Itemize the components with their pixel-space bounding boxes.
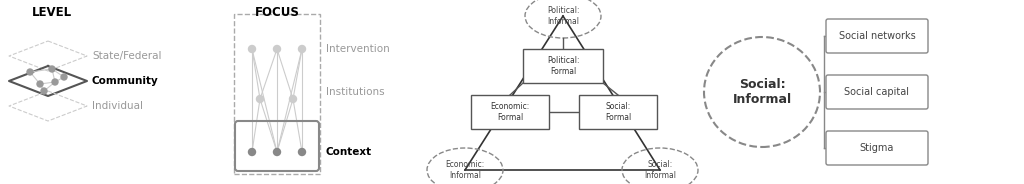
- Circle shape: [37, 81, 43, 87]
- Text: Intervention: Intervention: [326, 44, 390, 54]
- Circle shape: [273, 148, 281, 155]
- Text: Political:
Formal: Political: Formal: [547, 56, 580, 76]
- Circle shape: [49, 66, 55, 72]
- Circle shape: [61, 74, 67, 80]
- Circle shape: [256, 95, 263, 102]
- Text: Social:
Formal: Social: Formal: [605, 102, 631, 122]
- Text: Community: Community: [92, 76, 159, 86]
- Circle shape: [299, 148, 305, 155]
- Bar: [471, 95, 549, 129]
- Text: Stigma: Stigma: [860, 143, 894, 153]
- FancyBboxPatch shape: [826, 19, 928, 53]
- Circle shape: [27, 69, 33, 75]
- Text: Economic:
Informal: Economic: Informal: [445, 160, 484, 180]
- Text: Social:
Informal: Social: Informal: [644, 160, 676, 180]
- FancyBboxPatch shape: [826, 75, 928, 109]
- Bar: [523, 49, 603, 83]
- Text: Political:
Informal: Political: Informal: [547, 6, 580, 26]
- Text: Economic:
Formal: Economic: Formal: [490, 102, 529, 122]
- Text: LEVEL: LEVEL: [32, 6, 72, 19]
- Circle shape: [52, 79, 58, 85]
- Text: FOCUS: FOCUS: [255, 6, 299, 19]
- Circle shape: [290, 95, 297, 102]
- Text: Individual: Individual: [92, 101, 143, 111]
- Circle shape: [41, 88, 47, 94]
- Text: Social networks: Social networks: [839, 31, 915, 41]
- Text: Institutions: Institutions: [326, 87, 385, 97]
- Text: State/Federal: State/Federal: [92, 51, 162, 61]
- FancyBboxPatch shape: [826, 131, 928, 165]
- Text: Context: Context: [326, 147, 372, 157]
- Circle shape: [249, 45, 256, 52]
- Text: Social:
Informal: Social: Informal: [732, 78, 792, 106]
- Circle shape: [299, 45, 305, 52]
- Circle shape: [273, 45, 281, 52]
- Bar: [234, 14, 319, 174]
- Text: Social capital: Social capital: [845, 87, 909, 97]
- Bar: [579, 95, 657, 129]
- Circle shape: [249, 148, 256, 155]
